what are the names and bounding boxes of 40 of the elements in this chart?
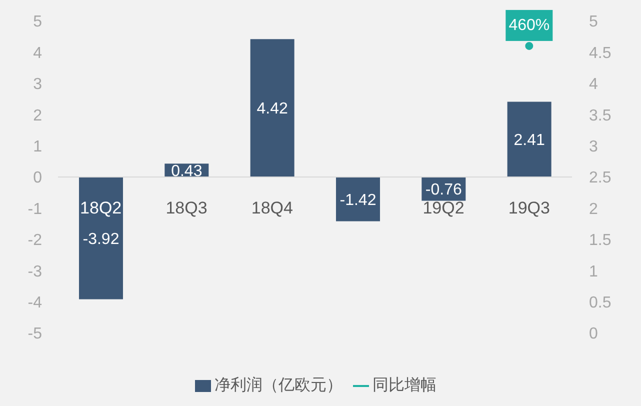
data-label: -3.92 — [82, 230, 120, 248]
data-label: 4.42 — [256, 100, 288, 118]
y-tick-label: -3 — [28, 263, 42, 280]
y2-tick-label: 2.5 — [589, 170, 612, 187]
y-tick-label: 1 — [33, 138, 42, 156]
data-label: 0.43 — [171, 162, 202, 180]
data-label: 2.41 — [514, 132, 545, 150]
y2-tick-label: 1 — [589, 263, 598, 280]
y2-tick-label: 5 — [589, 14, 598, 31]
y2-tick-label: 1.5 — [589, 232, 612, 250]
y2-tick-label: 2 — [589, 200, 598, 218]
bar — [336, 177, 380, 222]
legend-label: 同比增幅 — [372, 377, 436, 394]
y-tick-label: 2 — [33, 107, 42, 124]
data-label: -0.76 — [425, 182, 462, 199]
y2-tick-label: 3.5 — [589, 107, 612, 124]
y2-tick-label: 0 — [589, 326, 598, 343]
bar — [250, 39, 294, 177]
y2-tick-label: 0.5 — [589, 294, 612, 312]
x-tick-label: 18Q3 — [166, 198, 208, 218]
y-tick-label: -4 — [28, 294, 42, 312]
y2-tick-label: 4 — [589, 76, 598, 94]
y-tick-label: -5 — [28, 326, 42, 343]
y-tick-label: -2 — [28, 232, 42, 250]
bar — [507, 102, 552, 177]
x-tick-label: 19Q2 — [422, 198, 464, 218]
data-label: -1.42 — [340, 192, 376, 209]
legend-label: 净利润（亿欧元） — [214, 377, 342, 394]
y-tick-label: 5 — [33, 14, 42, 31]
x-tick-label: 18Q2 — [80, 198, 122, 218]
y-tick-label: 0 — [33, 170, 42, 187]
y2-tick-label: 4.5 — [589, 44, 612, 62]
y-tick-label: 3 — [33, 76, 42, 94]
y-tick-label: -1 — [28, 200, 42, 218]
y2-tick-label: 3 — [589, 138, 598, 156]
y-tick-label: 4 — [33, 44, 42, 62]
data-label: 460% — [508, 16, 550, 34]
x-tick-label: 18Q4 — [251, 198, 293, 218]
x-tick-label: 19Q3 — [508, 198, 550, 218]
bar — [78, 177, 123, 300]
